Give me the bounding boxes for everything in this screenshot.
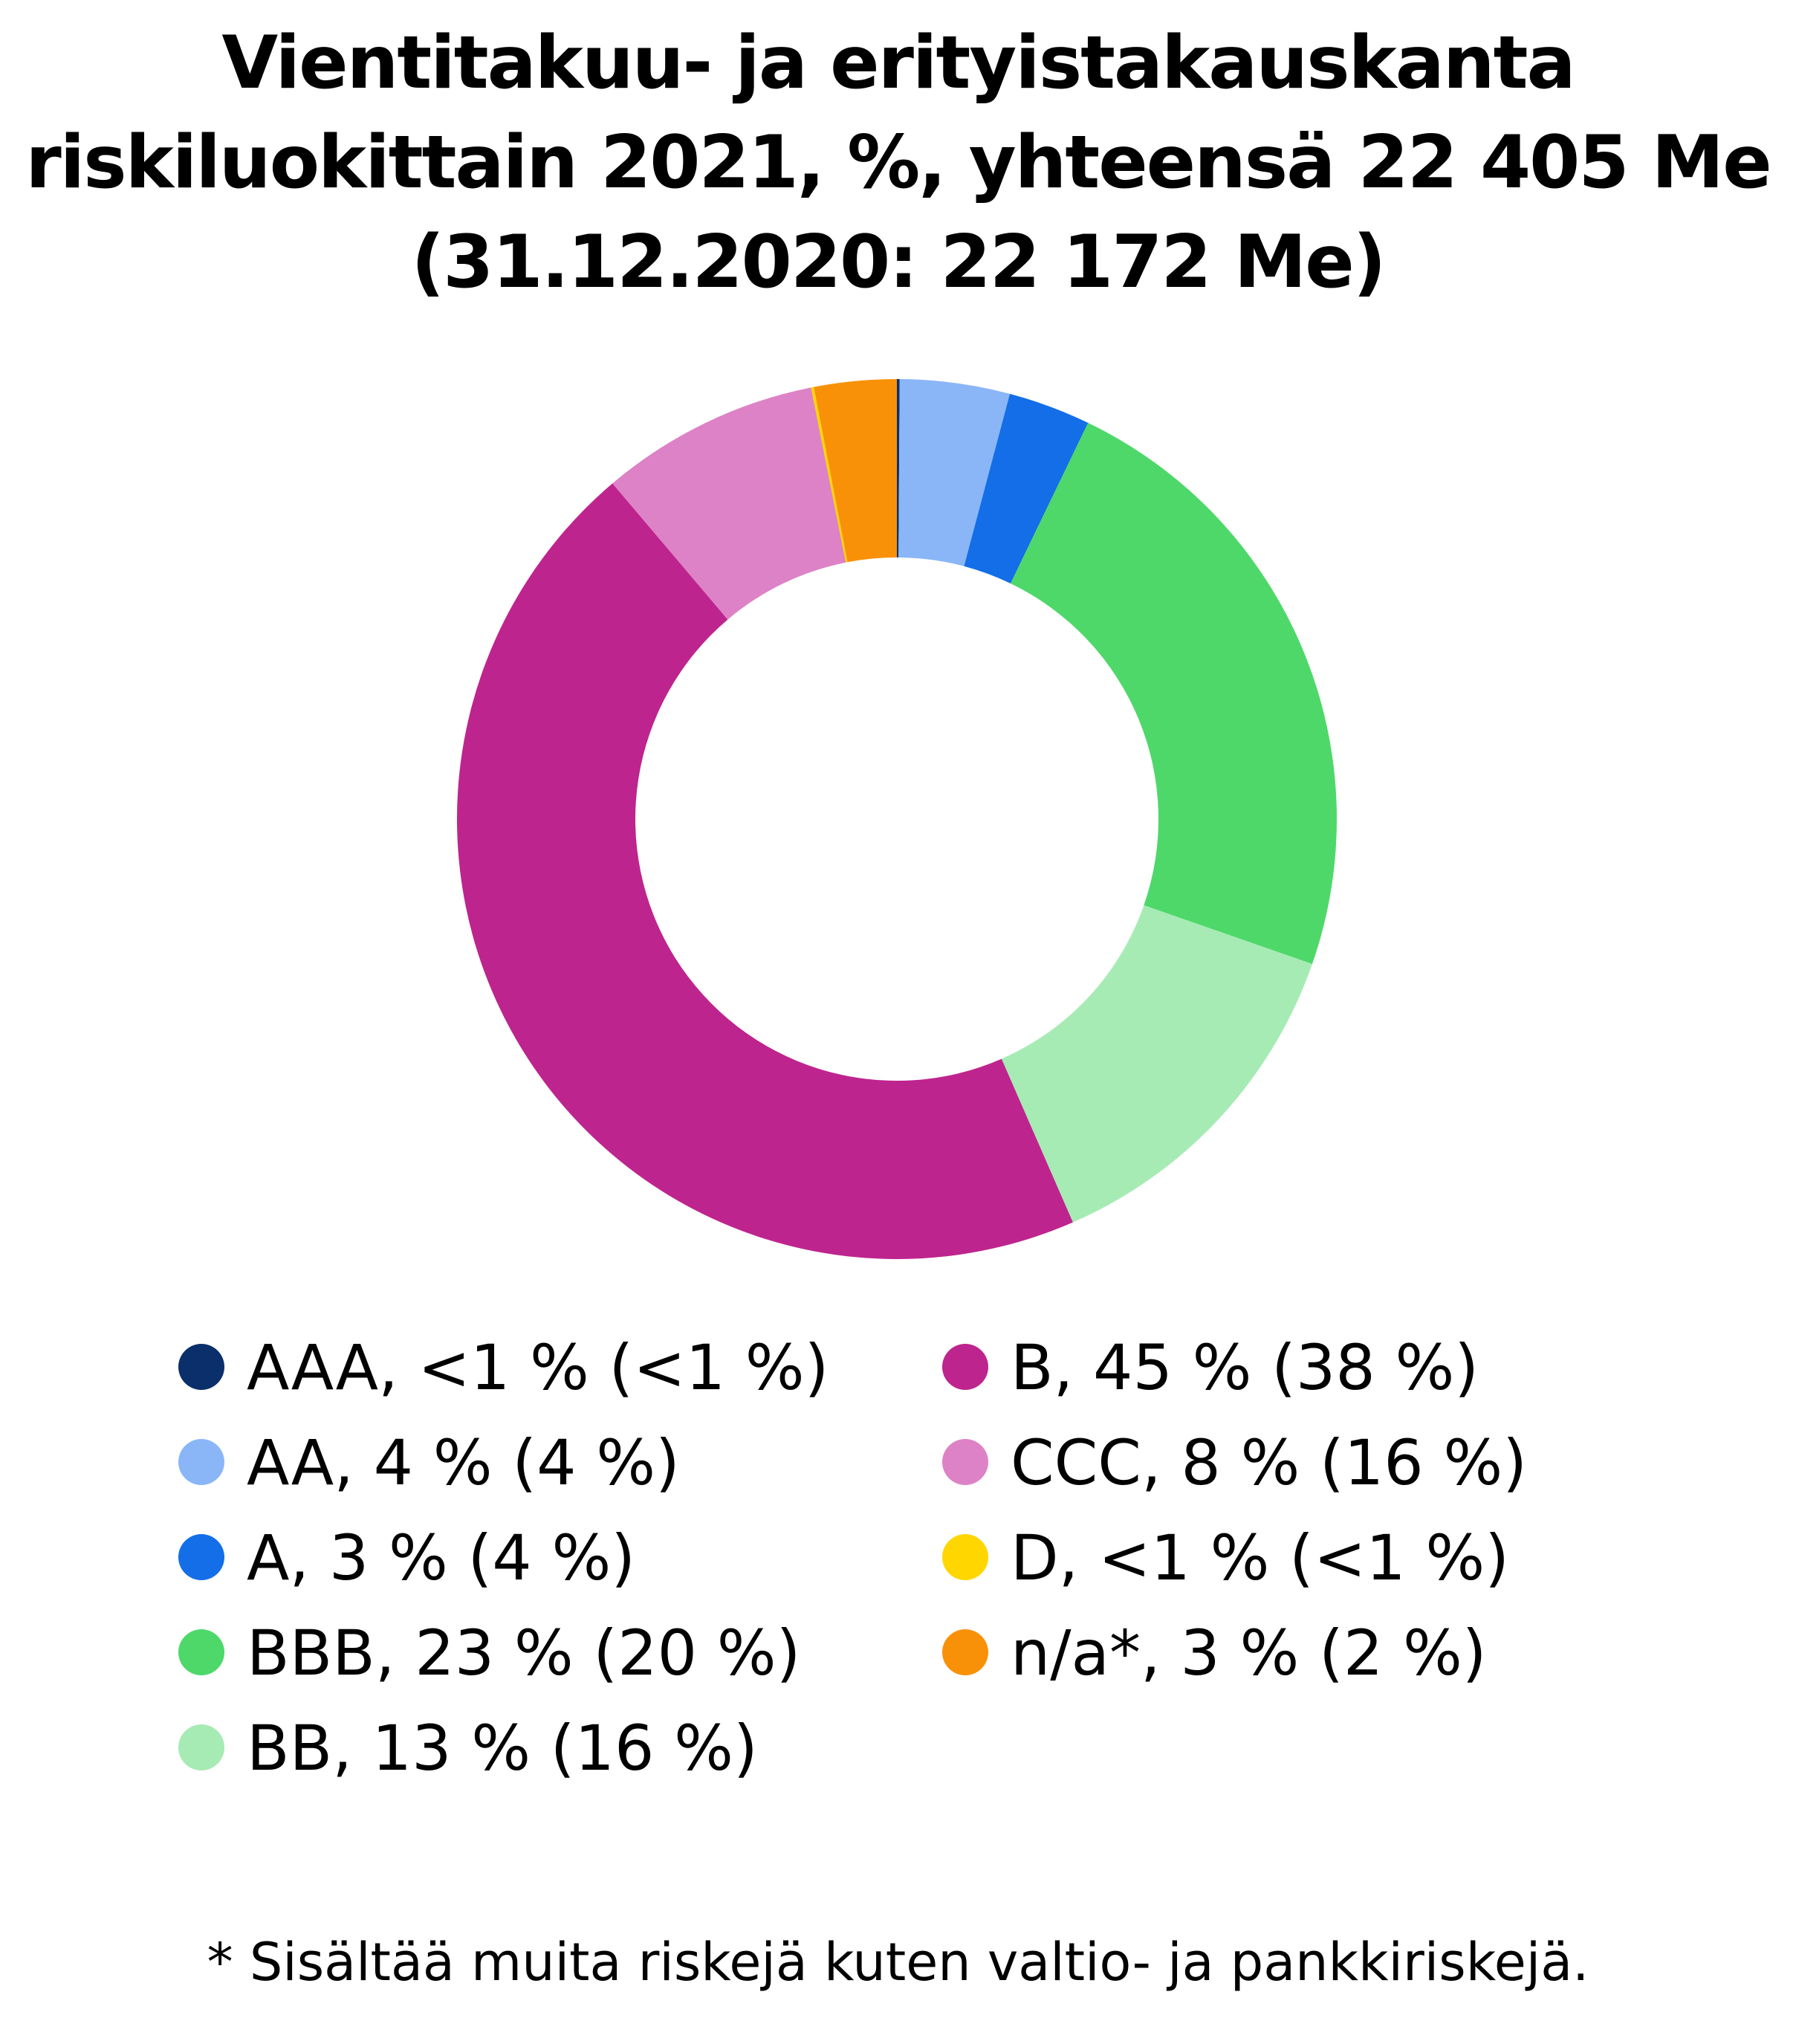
donut-slice-d [811,387,848,563]
legend-label: B, 45 % (38 %) [1011,1331,1479,1404]
legend-label: BBB, 23 % (20 %) [247,1617,801,1689]
donut-slice-bbb [1011,422,1337,965]
chart-title: Vientitakuu- ja erityistakauskanta riski… [0,13,1796,312]
footnote: * Sisältää muita riskejä kuten valtio- j… [207,1932,1589,1993]
donut-slice-aaa [897,379,900,558]
legend-label: A, 3 % (4 %) [247,1521,636,1594]
legend-label: n/a*, 3 % (2 %) [1011,1617,1487,1689]
legend-color-swatch [942,1439,988,1485]
donut-slice-ccc [612,387,846,620]
donut-slice-b [457,483,1073,1259]
donut-chart [457,379,1337,1259]
donut-slice-a [964,393,1089,583]
donut-slice-bb [1001,905,1312,1223]
donut-slice-aa [898,379,1011,566]
legend-color-swatch [178,1439,224,1485]
legend-color-swatch [178,1724,224,1770]
legend-label: BB, 13 % (16 %) [247,1712,758,1785]
chart-title-line-1: Vientitakuu- ja erityistakauskanta [221,21,1575,106]
legend-color-swatch [178,1629,224,1675]
legend-label: CCC, 8 % (16 %) [1011,1426,1527,1499]
legend-color-swatch [942,1534,988,1580]
legend-color-swatch [178,1534,224,1580]
chart-title-line-3: (31.12.2020: 22 172 Me) [411,220,1386,305]
donut-slice-na [814,379,897,563]
legend-color-swatch [942,1344,988,1390]
legend-color-swatch [178,1344,224,1390]
legend-label: AAA, <1 % (<1 %) [247,1331,829,1404]
legend-label: D, <1 % (<1 %) [1011,1521,1510,1594]
chart-title-line-2: riskiluokittain 2021, %, yhteensä 22 405… [25,120,1771,205]
legend-color-swatch [942,1629,988,1675]
legend-label: AA, 4 % (4 %) [247,1426,680,1499]
